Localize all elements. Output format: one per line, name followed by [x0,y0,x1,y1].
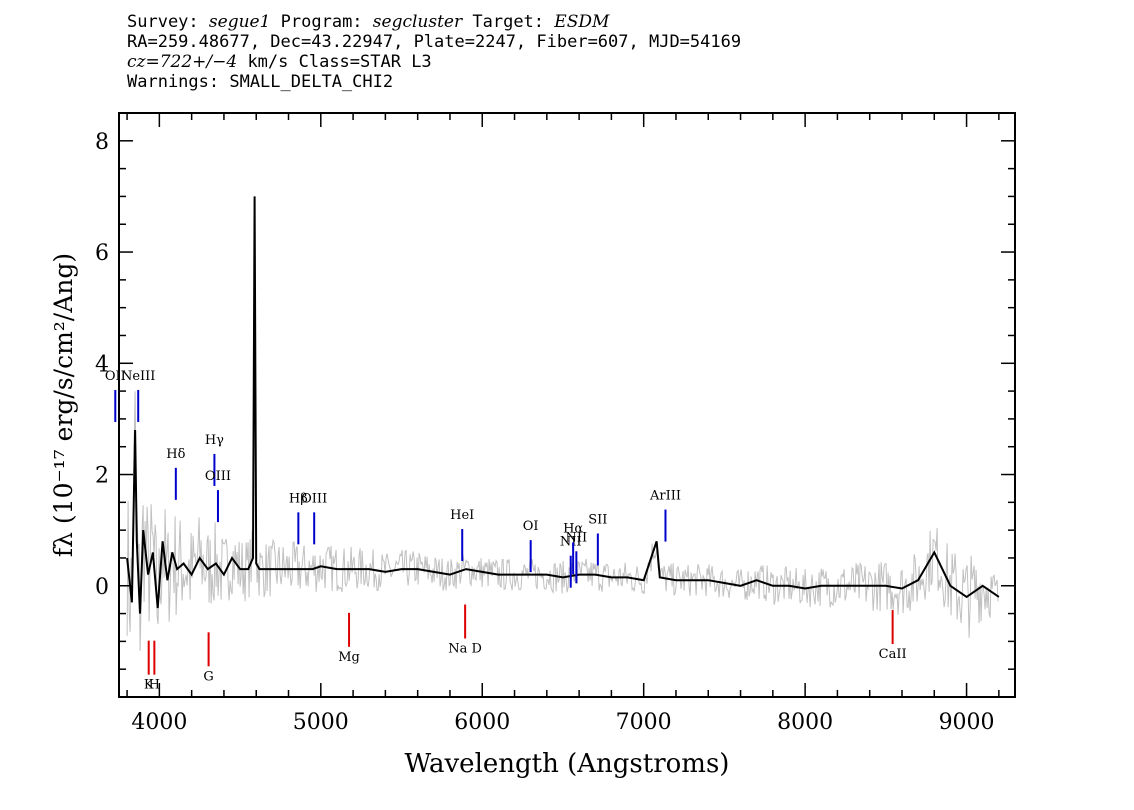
x-tick-label: 4000 [131,710,187,735]
header-line-survey: Survey: segue1 Program: segcluster Targe… [127,12,741,32]
class-value: km/s Class=STAR L3 [237,52,432,72]
y-tick-label: 4 [95,352,109,377]
spectral-line-markers: OIINeIIIHδHγOIIIHβOIIIHeIOINIIHαNIISIIAr… [105,369,907,693]
program-label: Program: [280,12,363,32]
y-axis-label: fλ (10⁻¹⁷ erg/s/cm²/Ang) [49,253,78,557]
x-tick-label: 6000 [454,710,510,735]
survey-label: Survey: [127,12,199,32]
line-label-19: CaII [879,647,907,662]
line-label-4: OIII [205,469,231,484]
axis-ticks: 4000 5000 6000 7000 8000 9000 0 2 4 6 8 [95,112,1015,735]
y-tick-label: 6 [95,241,109,266]
x-tick-label: 8000 [777,710,833,735]
x-tick-label: 9000 [939,710,995,735]
line-label-9: NII [560,535,582,550]
x-axis-label: Wavelength (Angstroms) [405,749,730,779]
program-value: segcluster [372,12,463,32]
line-label-13: ArIII [649,489,681,504]
x-tick-label: 5000 [293,710,349,735]
line-label-8: OI [523,519,539,534]
target-value: ESDM [554,12,610,32]
plot-frame [118,112,1016,698]
line-label-5: Hβ [289,491,308,506]
line-label-12: SII [588,512,607,527]
error-series [126,305,999,651]
line-label-11: NII [566,530,588,545]
header-line-redshift: cz=722+/−4 km/s Class=STAR L3 [127,52,741,72]
flux-series [126,196,1000,614]
flux-line [126,196,1000,614]
error-noise [126,305,999,651]
target-label: Target: [472,12,545,32]
survey-value: segue1 [208,12,271,32]
line-label-15: H [149,678,160,693]
y-tick-label: 8 [95,130,109,155]
y-tick-label: 0 [95,575,109,600]
line-label-3: Hγ [205,433,224,448]
header-line-warnings: Warnings: SMALL_DELTA_CHI2 [127,72,394,92]
line-label-14: K [144,678,154,693]
cz-value: cz=722+/−4 [127,52,238,72]
line-label-0: OII [105,369,126,384]
line-label-1: NeIII [121,369,155,384]
line-label-16: G [203,669,213,684]
header-line-coordinates: RA=259.48677, Dec=43.22947, Plate=2247, … [127,32,742,52]
line-label-18: Na D [448,642,482,657]
y-tick-label: 2 [95,464,109,489]
line-label-17: Mg [338,650,360,665]
line-label-7: HeI [450,508,474,523]
spectrum-header: Survey: segue1 Program: segcluster Targe… [127,12,741,92]
line-label-6: OIII [301,491,327,506]
x-tick-label: 7000 [616,710,672,735]
line-label-2: Hδ [166,447,185,462]
line-label-10: Hα [563,521,583,536]
